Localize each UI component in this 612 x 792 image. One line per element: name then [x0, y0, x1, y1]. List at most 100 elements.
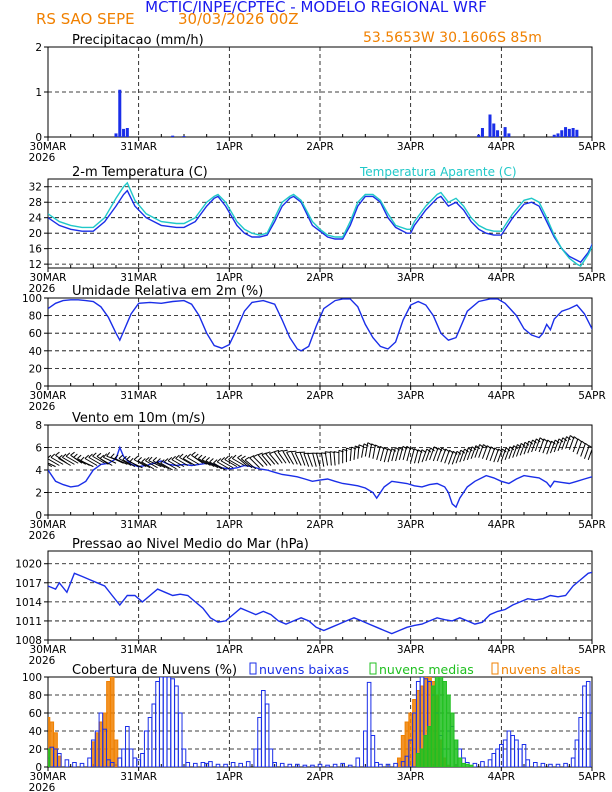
bar-nuvens-baixas [159, 677, 164, 767]
wind-barb [463, 447, 469, 462]
bar-nuvens-baixas [480, 761, 485, 767]
bar-nuvens-baixas [200, 762, 206, 767]
wind-barb [62, 456, 75, 465]
wind-barb [565, 435, 571, 449]
y-tick-label: 40 [29, 346, 42, 358]
wind-barb-flag [179, 453, 184, 458]
wind-barb [48, 458, 60, 466]
y-tick-label: 16 [29, 244, 43, 256]
wind-barb-flag [265, 451, 271, 455]
bar-nuvens-baixas [208, 761, 213, 767]
wind-barb-flag [333, 451, 339, 454]
x-year-label: 2026 [29, 152, 56, 164]
wind-barb-flag [566, 436, 571, 441]
wind-barb [209, 461, 223, 470]
wind-barb [497, 448, 503, 463]
bar-precipitacao [171, 135, 175, 137]
wind-barb-flag [391, 448, 397, 452]
bar-nuvens-baixas [548, 763, 553, 767]
panel-series [114, 89, 579, 137]
x-tick-label: 1APR [216, 272, 244, 284]
y-tick-label: 0 [35, 510, 42, 522]
bar-nuvens-medias [446, 694, 451, 767]
wind-barb-flag [213, 459, 218, 464]
y-tick-label: 1014 [15, 597, 42, 609]
x-tick-label: 31MAR [120, 519, 157, 531]
y-tick-label: 60 [29, 708, 42, 720]
y-tick-label: 20 [29, 363, 42, 375]
x-tick-label: 3APR [397, 644, 425, 656]
bar-nuvens-baixas [170, 678, 175, 767]
wind-barb [133, 459, 147, 468]
x-tick-label: 2APR [306, 771, 334, 783]
wind-barb [257, 454, 268, 466]
bar-nuvens-baixas [177, 712, 183, 767]
bar-nuvens-baixas [223, 763, 228, 767]
wind-barb [167, 460, 181, 469]
bar-nuvens-baixas [87, 757, 92, 767]
cloud-legend: nuvens baixas nuvens medias nuvens altas [249, 662, 581, 677]
bar-nuvens-baixas [555, 763, 561, 767]
wind-barb [201, 459, 215, 468]
wind-barb [583, 445, 590, 459]
bar-precipitacao [564, 127, 568, 137]
wind-barb-flag [520, 442, 526, 447]
bar-nuvens-baixas [514, 739, 519, 767]
y-tick-label: 20 [29, 744, 42, 756]
wind-barb [294, 452, 302, 466]
bar-precipitacao [480, 128, 484, 137]
bar-nuvens-baixas [340, 762, 345, 767]
wind-barb [224, 459, 238, 468]
y-tick-label: 12 [29, 259, 42, 271]
wind-barb [485, 446, 492, 461]
x-tick-label: 3APR [397, 771, 425, 783]
wind-barb-flag [502, 448, 507, 453]
bar-nuvens-baixas [502, 739, 508, 767]
wind-barb-flag [528, 440, 534, 445]
wind-barb-flag [562, 437, 568, 442]
wind-barb [406, 447, 411, 462]
wind-barb [312, 452, 317, 467]
wind-barb [349, 447, 352, 462]
bar-nuvens-altas [91, 741, 96, 767]
wind-barb-flag [244, 456, 250, 461]
wind-barb [129, 461, 143, 469]
station-location: 53.5653W 30.1606S 85m [363, 30, 542, 46]
wind-barb-flag [554, 439, 560, 444]
panel-series [48, 677, 602, 767]
wind-barb-flag [231, 454, 237, 459]
wind-barb-flag [201, 455, 207, 460]
wind-barb-flag [48, 454, 52, 459]
wind-barb-flag [145, 457, 150, 462]
bar-nuvens-baixas [272, 762, 277, 767]
x-tick-label: 3APR [397, 519, 425, 531]
bar-nuvens-medias [461, 762, 466, 767]
y-tick-label: 1 [35, 87, 42, 99]
wind-barb-flag [426, 448, 432, 453]
y-tick-label: 6 [35, 443, 42, 455]
wind-barb-flag [126, 455, 131, 460]
x-year-label: 2026 [29, 655, 56, 667]
wind-barb-flag [40, 456, 44, 459]
wind-barb-flag [517, 444, 522, 448]
y-tick-label: 4 [35, 465, 42, 477]
wind-barb [286, 452, 294, 465]
bar-nuvens-altas [94, 732, 100, 767]
wind-barb [436, 447, 443, 462]
y-tick-label: 60 [29, 328, 42, 340]
bar-nuvens-baixas [174, 685, 179, 767]
panel-title: 2-m Temperatura (C) [72, 165, 208, 180]
bar-nuvens-baixas [132, 757, 138, 767]
x-tick-label: 5APR [578, 519, 606, 531]
bar-nuvens-altas [57, 755, 62, 767]
bar-nuvens-baixas [264, 703, 270, 767]
wind-barb-flag [61, 453, 67, 458]
bar-nuvens-baixas [487, 759, 493, 767]
x-tick-label: 4APR [488, 644, 516, 656]
temperature-legend: Temperatura Aparente (C) [359, 165, 517, 179]
bar-nuvens-baixas [598, 763, 602, 767]
bar-nuvens-baixas [140, 753, 145, 767]
y-tick-label: 32 [29, 182, 42, 194]
bar-nuvens-baixas [230, 762, 236, 767]
